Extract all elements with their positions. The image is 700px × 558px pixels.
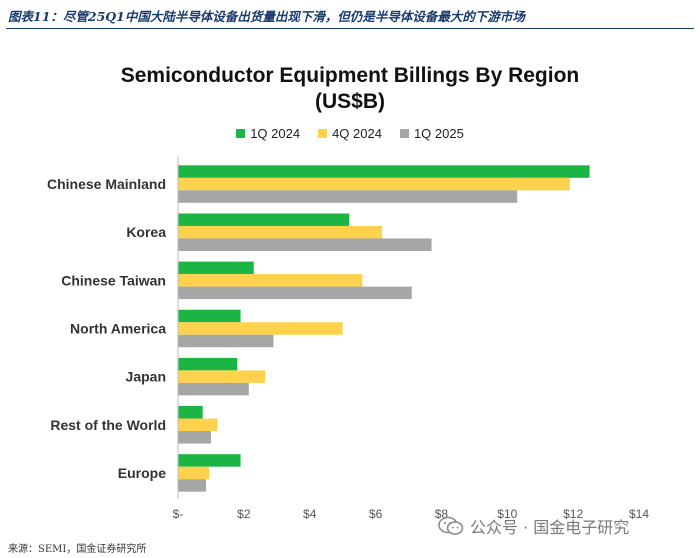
bar-chinese-taiwan-1q-2024 [178,261,254,275]
bar-europe-4q-2024 [178,466,210,480]
legend-label-1q-2024: 1Q 2024 [250,126,301,141]
watermark-text: 公众号 · 国金电子研究 [470,518,630,537]
caption-divider [6,28,694,29]
bar-north-america-4q-2024 [178,322,343,335]
bar-rest-of-the-world-1q-2025 [178,431,211,444]
category-label-europe: Europe [118,465,166,481]
bar-chinese-taiwan-1q-2025 [178,286,412,300]
legend-label-1q-2025: 1Q 2025 [413,126,464,141]
bar-korea-1q-2024 [178,213,350,226]
bar-japan-1q-2024 [178,357,238,371]
bar-rest-of-the-world-1q-2024 [178,406,203,419]
bar-korea-4q-2024 [178,225,383,239]
legend-swatch-4q-2024 [318,129,328,138]
bar-europe-1q-2025 [178,479,206,492]
figure-caption: 图表11：尽管25Q1中国大陆半导体设备出货量出现下滑，但仍是半导体设备最大的下… [8,9,525,24]
legend-swatch-1q-2024 [236,129,246,138]
legend-item-1q-2025: 1Q 2025 [399,126,464,141]
chart-subtitle: (US$B) [314,90,385,113]
category-label-korea: Korea [126,224,166,240]
legend-label-4q-2024: 4Q 2024 [332,126,382,141]
x-tick-label-12: $12 [563,507,583,521]
legend-item-1q-2024: 1Q 2024 [236,126,300,141]
bar-europe-1q-2024 [178,454,241,467]
bar-rest-of-the-world-4q-2024 [178,418,218,432]
chart-legend: 1Q 2024 4Q 2024 1Q 2025 [0,126,700,141]
bar-japan-4q-2024 [178,370,266,383]
x-tick-label-4: $4 [303,507,317,521]
bar-japan-1q-2025 [178,382,249,396]
x-tick-label-2: $2 [237,507,251,521]
category-label-rest-of-the-world: Rest of the World [50,417,166,433]
x-tick-label-14: $14 [629,507,649,521]
x-tick-label-0: $- [173,507,184,521]
category-label-chinese-mainland: Chinese Mainland [47,176,166,192]
legend-swatch-1q-2025 [399,129,409,138]
bar-north-america-1q-2024 [178,309,241,323]
bar-chinese-mainland-4q-2024 [178,177,570,191]
legend-item-4q-2024: 4Q 2024 [318,126,382,141]
bar-chinese-mainland-1q-2025 [178,190,518,203]
category-label-chinese-taiwan: Chinese Taiwan [61,272,166,288]
bar-chinese-mainland-1q-2024 [178,165,590,178]
category-label-north-america: North America [70,321,166,337]
x-tick-label-10: $10 [497,507,517,521]
wechat-icon [438,516,464,535]
category-label-japan: Japan [126,369,166,385]
bar-north-america-1q-2025 [178,334,274,348]
bar-chinese-taiwan-4q-2024 [178,274,363,287]
chart-title: Semiconductor Equipment Billings By Regi… [120,64,580,87]
source-note: 来源：SEMI，国金证券研究所 [8,544,147,555]
bar-korea-1q-2025 [178,238,432,251]
x-tick-label-6: $6 [369,507,383,521]
watermark: 公众号 · 国金电子研究 [438,514,629,538]
